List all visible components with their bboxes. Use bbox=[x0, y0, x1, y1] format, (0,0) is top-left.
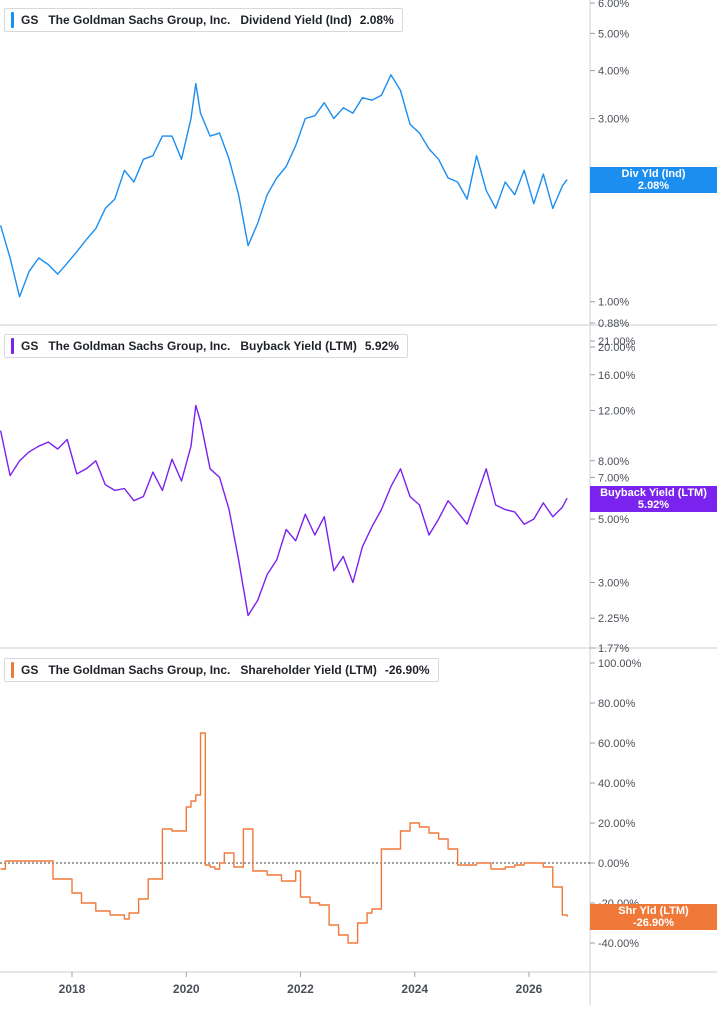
legend-company: The Goldman Sachs Group, Inc. bbox=[48, 13, 231, 27]
y-tick-label: 16.00% bbox=[598, 370, 636, 382]
y-tick-label: 0.88% bbox=[598, 318, 629, 330]
x-tick-label: 2024 bbox=[401, 982, 428, 996]
y-tick-label: 6.00% bbox=[598, 0, 629, 10]
legend-metric: Shareholder Yield (LTM) bbox=[240, 663, 377, 677]
y-tick-label: 12.00% bbox=[598, 405, 636, 417]
legend-ticker: GS bbox=[21, 663, 39, 677]
legend-metric: Dividend Yield (Ind) bbox=[240, 13, 352, 27]
y-tick-label: 1.77% bbox=[598, 643, 629, 655]
y-tick-label: -40.00% bbox=[598, 938, 639, 950]
y-tick-label: 100.00% bbox=[598, 658, 642, 670]
series-line bbox=[0, 74, 568, 298]
legend-buyback-yield[interactable]: GS The Goldman Sachs Group, Inc. Buyback… bbox=[4, 334, 408, 358]
y-tick-label: 3.00% bbox=[598, 114, 629, 126]
y-tick-label: 40.00% bbox=[598, 778, 636, 790]
tag-label: Buyback Yield (LTM) bbox=[600, 487, 707, 499]
y-tick-label: 7.00% bbox=[598, 472, 629, 484]
x-tick-label: 2020 bbox=[173, 982, 200, 996]
y-tick-label: 3.00% bbox=[598, 578, 629, 590]
tag-value: -26.90% bbox=[633, 917, 674, 929]
series-line bbox=[0, 404, 568, 617]
tag-label: Div Yld (Ind) bbox=[621, 168, 686, 180]
legend-metric: Buyback Yield (LTM) bbox=[240, 339, 357, 353]
legend-dividend-yield[interactable]: GS The Goldman Sachs Group, Inc. Dividen… bbox=[4, 8, 403, 32]
tag-value: 2.08% bbox=[637, 180, 670, 192]
legend-company: The Goldman Sachs Group, Inc. bbox=[48, 663, 231, 677]
legend-value: 2.08% bbox=[359, 13, 394, 27]
last-value-tag-buyback: Buyback Yield (LTM) 5.92% bbox=[590, 486, 717, 512]
y-tick-label: 20.00% bbox=[598, 818, 636, 830]
y-tick-label: 80.00% bbox=[598, 698, 636, 710]
last-value-tag-dividend: Div Yld (Ind) 2.08% bbox=[590, 167, 717, 193]
x-tick-label: 2026 bbox=[516, 982, 543, 996]
y-tick-label: 21.00% bbox=[598, 336, 636, 348]
series-layer bbox=[0, 74, 568, 944]
y-tick-label: 5.00% bbox=[598, 514, 629, 526]
y-tick-label: 20.00% bbox=[598, 342, 636, 354]
last-value-tag-shareholder: Shr Yld (LTM) -26.90% bbox=[590, 904, 717, 930]
y-tick-label: 0.00% bbox=[598, 858, 629, 870]
legend-swatch bbox=[11, 12, 14, 28]
legend-swatch bbox=[11, 338, 14, 354]
legend-shareholder-yield[interactable]: GS The Goldman Sachs Group, Inc. Shareho… bbox=[4, 658, 439, 682]
series-line bbox=[0, 732, 568, 944]
y-tick-label: 2.25% bbox=[598, 613, 629, 625]
tag-label: Shr Yld (LTM) bbox=[618, 905, 689, 917]
legend-ticker: GS bbox=[21, 13, 39, 27]
y-tick-label: 8.00% bbox=[598, 456, 629, 468]
tag-value: 5.92% bbox=[637, 499, 670, 511]
y-tick-label: 5.00% bbox=[598, 28, 629, 40]
y-tick-label: 60.00% bbox=[598, 738, 636, 750]
legend-swatch bbox=[11, 662, 14, 678]
legend-ticker: GS bbox=[21, 339, 39, 353]
legend-value: -26.90% bbox=[384, 663, 430, 677]
legend-value: 5.92% bbox=[364, 339, 399, 353]
y-tick-label: 1.00% bbox=[598, 297, 629, 309]
x-tick-label: 2018 bbox=[59, 982, 86, 996]
x-tick-label: 2022 bbox=[287, 982, 314, 996]
legend-company: The Goldman Sachs Group, Inc. bbox=[48, 339, 231, 353]
y-tick-label: 4.00% bbox=[598, 66, 629, 78]
